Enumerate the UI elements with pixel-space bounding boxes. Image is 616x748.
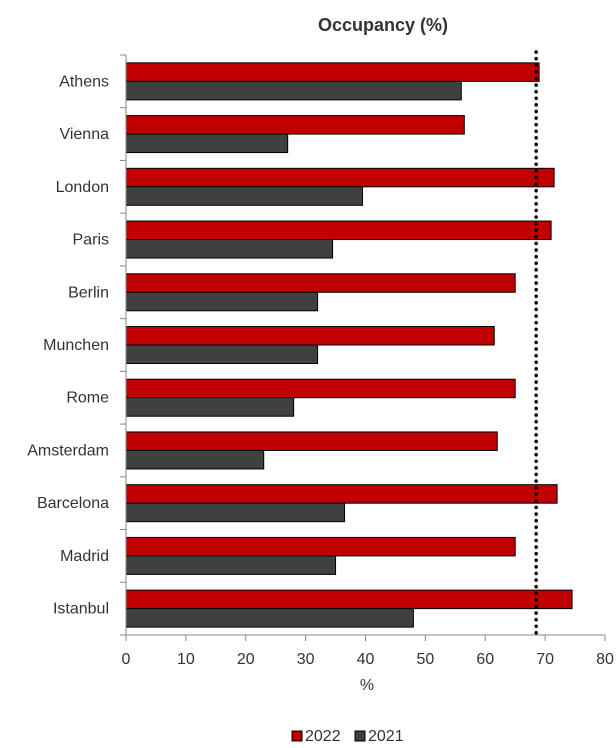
category-label-barcelona: Barcelona xyxy=(37,495,109,512)
bar-2021-london xyxy=(125,186,364,206)
category-label-london: London xyxy=(56,179,109,196)
bar-2022-madrid xyxy=(125,536,516,557)
x-tick-label-20: 20 xyxy=(237,651,255,668)
legend: 2022 2021 xyxy=(291,728,404,745)
bar-2022-munchen xyxy=(125,326,495,346)
bar-2021-berlin xyxy=(125,291,319,312)
category-label-berlin: Berlin xyxy=(68,284,109,301)
category-label-rome: Rome xyxy=(66,390,109,407)
bar-2022-rome xyxy=(125,378,516,399)
bar-2021-munchen xyxy=(125,344,319,364)
legend-swatch-2022 xyxy=(291,730,303,742)
legend-label-2022: 2022 xyxy=(305,728,341,745)
bar-2021-barcelona xyxy=(125,502,346,523)
x-tick-label-10: 10 xyxy=(177,651,195,668)
category-label-paris: Paris xyxy=(73,232,109,249)
category-label-amsterdam: Amsterdam xyxy=(27,442,109,459)
bar-2022-istanbul xyxy=(125,589,573,610)
bar-2022-athens xyxy=(125,62,540,82)
bars-layer xyxy=(125,62,573,628)
bar-2022-paris xyxy=(125,220,552,241)
bar-2022-barcelona xyxy=(125,484,558,504)
x-tick-label-30: 30 xyxy=(297,651,315,668)
x-tick-label-40: 40 xyxy=(357,651,375,668)
category-label-athens: Athens xyxy=(59,73,109,90)
bar-2021-rome xyxy=(125,397,295,417)
category-label-vienna: Vienna xyxy=(59,126,109,143)
axis-layer: Athens Vienna London Paris Berlin Munchen Rome… xyxy=(27,50,614,668)
bar-2021-amsterdam xyxy=(125,449,265,470)
x-tick-label-0: 0 xyxy=(122,651,131,668)
bar-2022-vienna xyxy=(125,115,465,135)
x-tick-label-70: 70 xyxy=(536,651,554,668)
bar-2021-istanbul xyxy=(125,608,414,628)
category-label-munchen: Munchen xyxy=(43,337,109,354)
category-label-madrid: Madrid xyxy=(60,548,109,565)
bar-2021-madrid xyxy=(125,555,337,575)
bar-2022-berlin xyxy=(125,273,516,293)
bar-2021-paris xyxy=(125,239,334,259)
x-tick-label-50: 50 xyxy=(416,651,434,668)
bar-2022-amsterdam xyxy=(125,431,498,451)
bar-2022-london xyxy=(125,167,555,188)
x-axis-title: % xyxy=(360,677,374,694)
chart-title: Occupancy (%) xyxy=(318,15,448,35)
legend-swatch-2021 xyxy=(354,730,366,742)
x-tick-label-60: 60 xyxy=(476,651,494,668)
category-label-istanbul: Istanbul xyxy=(53,601,109,618)
legend-label-2021: 2021 xyxy=(368,728,404,745)
bar-2021-athens xyxy=(125,80,462,101)
bar-2021-vienna xyxy=(125,133,289,154)
x-tick-label-80: 80 xyxy=(596,651,614,668)
